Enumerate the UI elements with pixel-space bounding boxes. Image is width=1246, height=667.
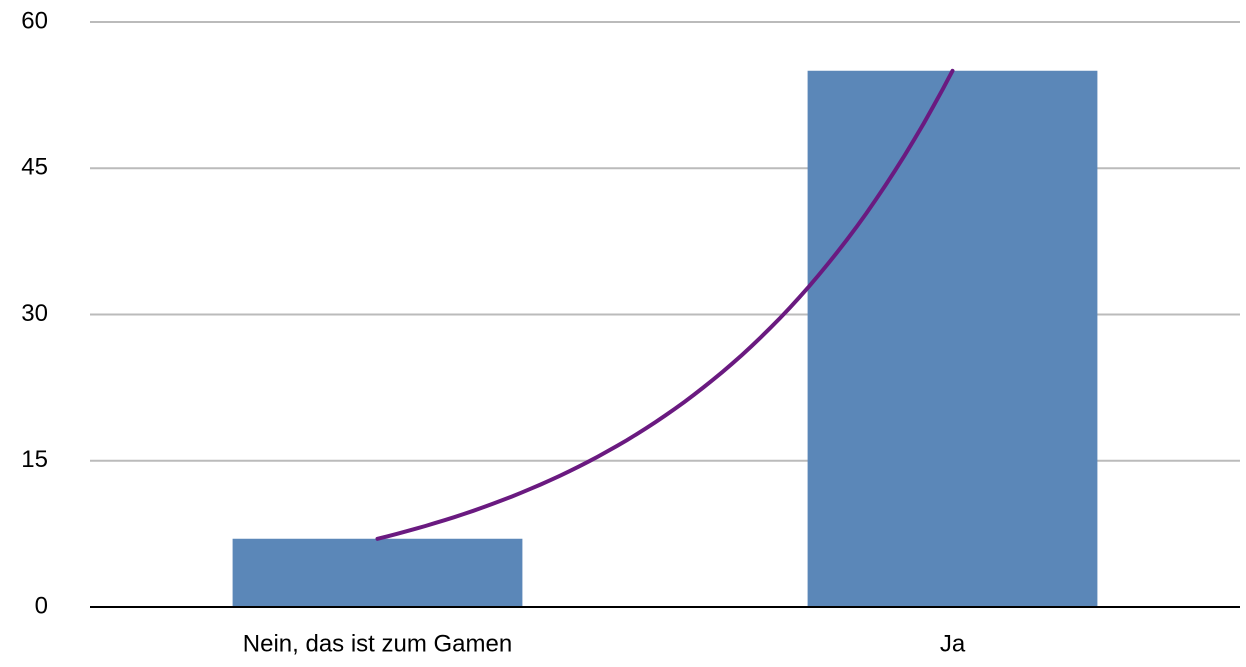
y-tick-label: 60 bbox=[21, 7, 48, 34]
y-tick-label: 0 bbox=[35, 592, 48, 619]
trendline bbox=[375, 68, 955, 541]
y-tick-label: 15 bbox=[21, 446, 48, 473]
x-tick-label: Nein, das ist zum Gamen bbox=[243, 630, 512, 657]
bar bbox=[807, 70, 1098, 607]
y-tick-label: 30 bbox=[21, 300, 48, 327]
y-tick-label: 45 bbox=[21, 154, 48, 181]
bar bbox=[232, 538, 523, 607]
x-tick-label: Ja bbox=[940, 630, 966, 657]
